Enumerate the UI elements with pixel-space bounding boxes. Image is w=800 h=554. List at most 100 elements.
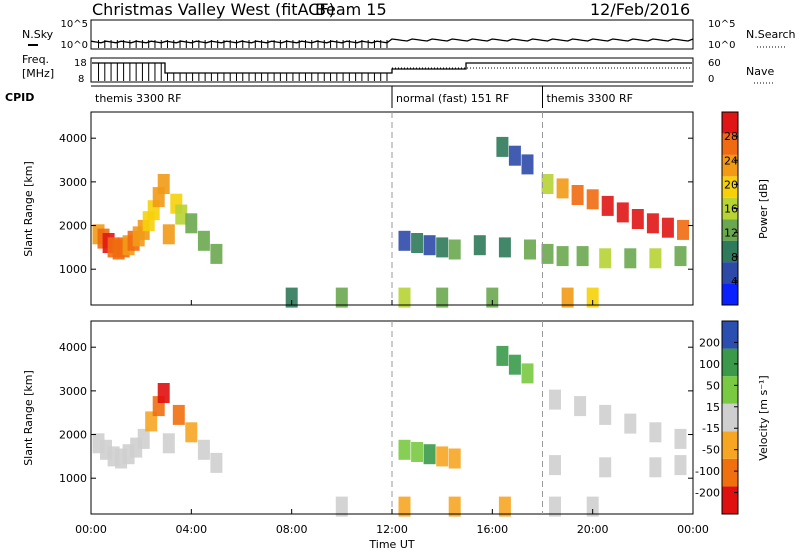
nsearch-tick-bottom: 10^0 [708,40,735,51]
colorbar-tick-label: -200 [695,487,720,500]
x-tick-label: 00:00 [677,523,709,536]
range-cell [157,383,170,403]
colorbar-tick-label: 100 [699,358,720,371]
colorbar-tick-label: 200 [699,336,720,349]
range-cell [541,243,554,264]
x-tick-label: 12:00 [376,523,408,536]
range-cell [448,496,461,517]
range-cell [599,248,612,269]
range-cell [185,213,198,234]
nsearch-label: N.Search [746,28,796,41]
nsky-tick-bottom: 10^0 [61,40,88,51]
colorbar-segment [722,486,738,514]
nsky-series [90,38,694,44]
colorbar-frame [721,320,739,515]
range-cell [285,287,298,308]
colorbar-tick-label: -15 [702,422,720,435]
range-cell [411,233,424,253]
range-cell [649,457,662,478]
date-label: 12/Feb/2016 [590,0,690,19]
range-cell [646,213,659,234]
range-cell [674,428,687,449]
range-cell [556,178,569,199]
range-cell [398,439,411,460]
y-tick-label: 1000 [59,263,87,276]
colorbar-tick-label: -100 [695,465,720,478]
nsky-label: N.Sky [22,28,54,41]
y-tick-label: 4000 [59,132,87,145]
range-cell [601,195,614,216]
nave-label: Nave [746,65,774,78]
nave-tick-top: 60 [708,58,721,69]
colorbar-segment [722,283,738,305]
colorbar-tick-label: 12 [724,227,738,240]
range-cell [496,136,509,157]
freq-tick-bottom: 8 [78,74,84,85]
chart-title: Christmas Valley West (fitACF) [92,0,335,19]
power-panel: 1000 2000 3000 4000 Slant Range [km] 4 8 12 16… [22,111,770,308]
colorbar-tick-label: 24 [724,154,738,167]
y-tick-label: 4000 [59,341,87,354]
range-cell [398,496,411,517]
range-cell [162,224,175,245]
nsky-frame [90,19,694,50]
y-tick-label: 1000 [59,472,87,485]
range-cell [624,248,637,269]
range-cell [586,496,599,517]
range-cell [561,287,574,308]
colorbar-segment [722,219,738,241]
range-cell [576,246,589,267]
range-cell [197,230,210,251]
range-cell [436,237,449,258]
colorbar-segment [722,262,738,284]
range-cell [486,287,499,308]
x-tick-label: 08:00 [276,523,308,536]
range-cell [448,239,461,260]
range-cell [210,243,223,264]
freq-bars [98,40,388,81]
colorbar-segment [722,133,738,155]
y-tick-label: 3000 [59,385,87,398]
colorbar-tick-label: 4 [731,275,738,288]
y-tick-label: 3000 [59,176,87,189]
x-tick-label: 20:00 [577,523,609,536]
range-cell [524,239,536,260]
range-cell [549,496,561,517]
range-cell [448,448,461,469]
x-tick-label: 04:00 [175,523,207,536]
velocity-cells [92,345,687,517]
range-cell [599,404,612,425]
cpid-strip: CPID themis 3300 RF normal (fast) 151 RF t… [5,85,693,108]
range-cell [574,396,587,417]
colorbar-tick-label: -50 [702,444,720,457]
colorbar-segment [722,376,738,404]
range-cell [674,455,687,476]
x-tick-label: 00:00 [75,523,107,536]
cpid-label: CPID [5,91,34,104]
x-tick-labels: 00:00 04:00 08:00 12:00 16:00 20:00 00:00 [75,523,709,536]
velocity-ylabel: Slant Range [km] [22,370,35,466]
colorbar-tick-label: 28 [724,130,738,143]
range-cell [436,287,449,308]
cpid-segment-label: themis 3300 RF [547,92,634,105]
nsearch-tick-top: 10^5 [708,19,735,30]
freq-frame [90,57,694,83]
range-cell [423,444,436,465]
nsky-strip: N.Sky 10^5 10^0 N.Search 10^5 10^0 [22,19,796,51]
colorbar-segment [722,348,738,377]
colorbar-tick-label: 50 [706,379,720,392]
colorbar-segment [722,321,738,349]
power-axes: 1000 2000 3000 4000 [59,112,694,305]
xlabel: Time UT [368,538,414,551]
range-cell [556,246,569,267]
range-cell [649,248,662,269]
colorbar-segment [722,112,738,134]
freq-label: Freq. [22,53,49,66]
beam-label: Beam 15 [315,0,387,19]
range-cell [571,185,584,205]
velocity-colorbar: 200 100 50 15 -15 -50 -100 -200 [695,320,739,515]
range-cell [175,204,188,225]
range-cell [137,428,150,449]
range-cell [162,433,175,454]
